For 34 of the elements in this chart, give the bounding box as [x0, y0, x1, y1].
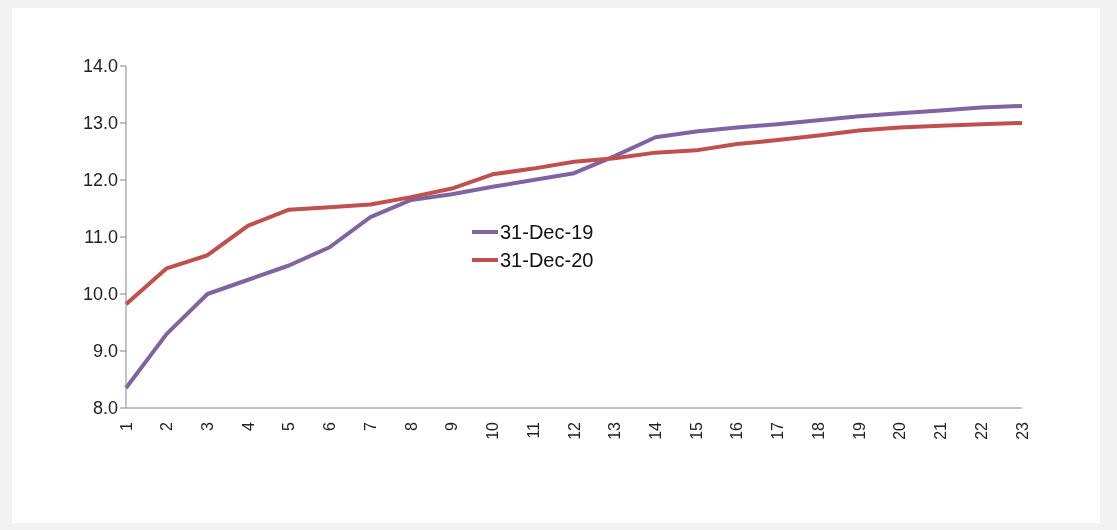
x-tick-label: 18 [809, 421, 827, 440]
x-tick-label: 8 [402, 421, 420, 431]
y-tick-label: 14.0 [82, 56, 118, 77]
x-tick-label: 10 [484, 421, 502, 440]
y-tick-label: 11.0 [84, 227, 118, 248]
x-tick-label: 12 [565, 421, 583, 440]
y-tick-label: 8.0 [92, 398, 118, 419]
x-tick-label: 4 [239, 421, 257, 431]
x-tick-label: 19 [850, 421, 868, 440]
x-tick-label: 21 [932, 421, 950, 440]
x-tick-label: 14 [646, 421, 664, 440]
x-tick-label: 9 [443, 421, 461, 431]
x-tick-label: 11 [524, 421, 542, 439]
legend-label: 31-Dec-20 [500, 248, 594, 273]
x-tick-label: 5 [280, 421, 298, 431]
y-tick-label: 9.0 [92, 341, 118, 362]
y-tick-label: 13.0 [82, 113, 118, 134]
x-tick-label: 22 [972, 421, 990, 440]
line-series [124, 103, 1024, 391]
x-tick-label: 15 [687, 421, 705, 440]
line-series [124, 121, 1024, 307]
x-tick-label: 1 [117, 421, 135, 431]
y-tick-label: 12.0 [82, 170, 118, 191]
x-tick-label: 16 [728, 421, 746, 440]
x-tick-label: 2 [158, 421, 176, 431]
x-tick-label: 17 [769, 421, 787, 440]
x-tick-label: 3 [198, 421, 216, 431]
x-tick-label: 13 [606, 421, 624, 440]
y-tick-label: 10.0 [82, 284, 118, 305]
x-tick-label: 6 [321, 421, 339, 431]
x-tick-label: 20 [891, 421, 909, 440]
x-tick-label: 23 [1013, 421, 1031, 440]
legend-label: 31-Dec-19 [500, 220, 594, 245]
x-tick-label: 7 [361, 421, 379, 431]
